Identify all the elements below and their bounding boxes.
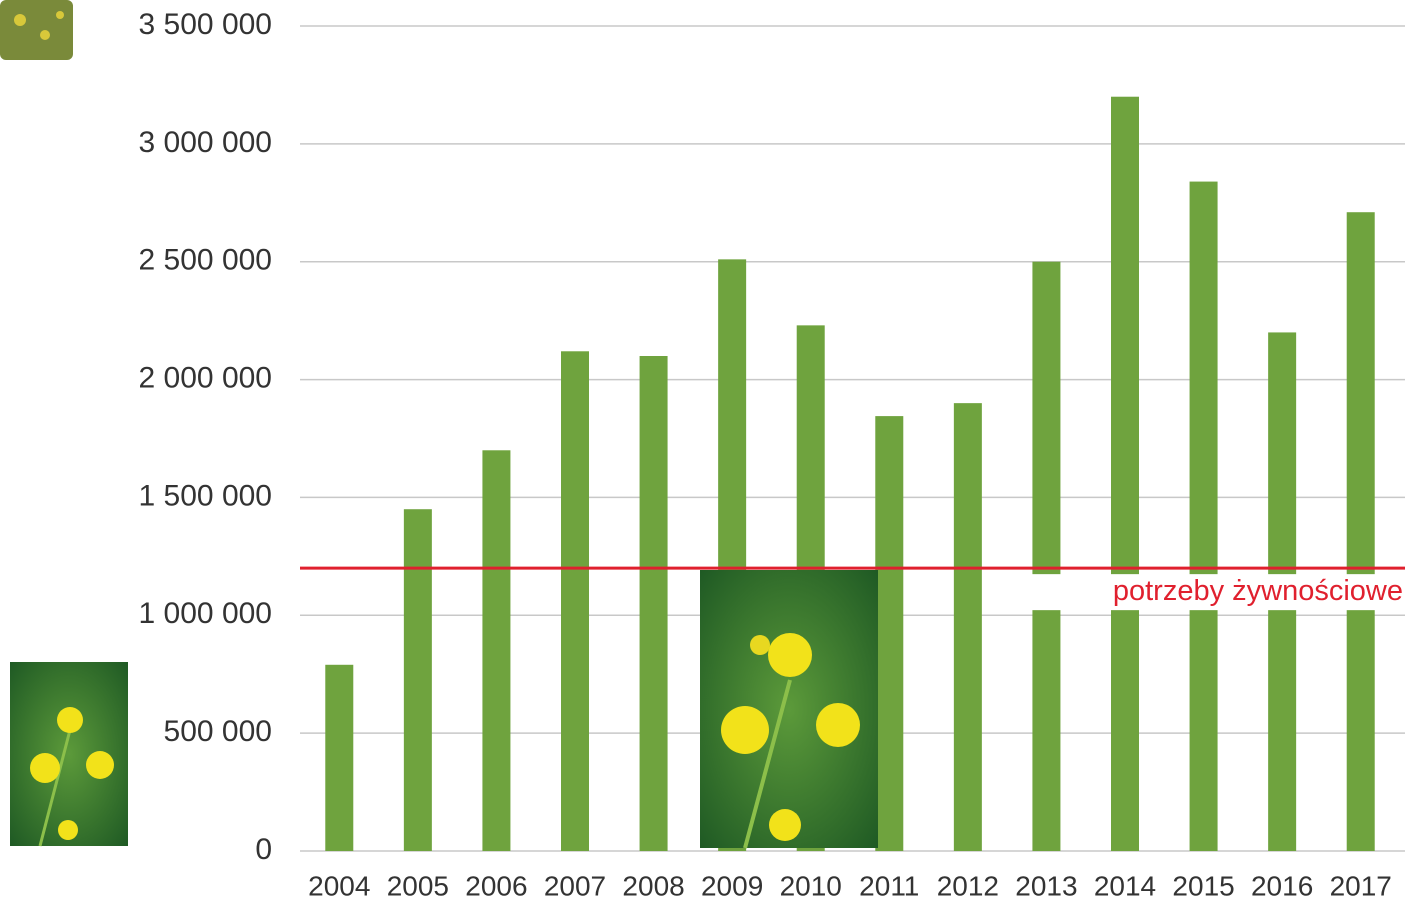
bar bbox=[1189, 181, 1218, 852]
x-tick-label: 2015 bbox=[1172, 870, 1234, 901]
y-tick-label: 500 000 bbox=[164, 715, 272, 748]
x-tick-label: 2014 bbox=[1094, 870, 1156, 901]
bar bbox=[875, 416, 904, 851]
bar bbox=[953, 403, 982, 851]
x-tick-label: 2017 bbox=[1330, 870, 1392, 901]
y-tick-label: 2 000 000 bbox=[139, 361, 272, 394]
x-tick-label: 2004 bbox=[308, 870, 370, 901]
bar bbox=[1346, 212, 1375, 851]
reference-label-bg bbox=[1030, 574, 1405, 611]
x-tick-label: 2010 bbox=[780, 870, 842, 901]
x-tick-label: 2006 bbox=[465, 870, 527, 901]
bar bbox=[1032, 261, 1061, 851]
bar bbox=[1111, 96, 1139, 851]
y-tick-label: 1 500 000 bbox=[139, 479, 272, 512]
photo-left bbox=[10, 662, 128, 847]
x-tick-label: 2009 bbox=[701, 870, 763, 901]
reference: potrzeby żywnościowe bbox=[300, 566, 1405, 611]
x-tick-label: 2008 bbox=[622, 870, 684, 901]
x-tick-label: 2005 bbox=[387, 870, 449, 901]
bar bbox=[482, 450, 511, 851]
reference-label: potrzeby żywnościowe bbox=[1113, 575, 1403, 607]
y-tick-label: 0 bbox=[255, 833, 272, 866]
photo-top bbox=[0, 0, 73, 60]
bar bbox=[639, 356, 668, 851]
bar bbox=[403, 509, 432, 851]
x-tick-label: 2007 bbox=[544, 870, 606, 901]
photo-center bbox=[700, 570, 878, 849]
x-tick-label: 2012 bbox=[937, 870, 999, 901]
x-tick-label: 2013 bbox=[1015, 870, 1077, 901]
y-tick-label: 1 000 000 bbox=[139, 597, 272, 630]
y-tick-label: 2 500 000 bbox=[139, 244, 272, 277]
x-tick-label: 2011 bbox=[859, 870, 919, 901]
x-tick-label: 2016 bbox=[1251, 870, 1313, 901]
y-tick-label: 3 000 000 bbox=[139, 126, 272, 159]
y-tick-label: 3 500 000 bbox=[139, 8, 272, 41]
bar bbox=[561, 351, 589, 851]
bar bbox=[325, 664, 354, 851]
